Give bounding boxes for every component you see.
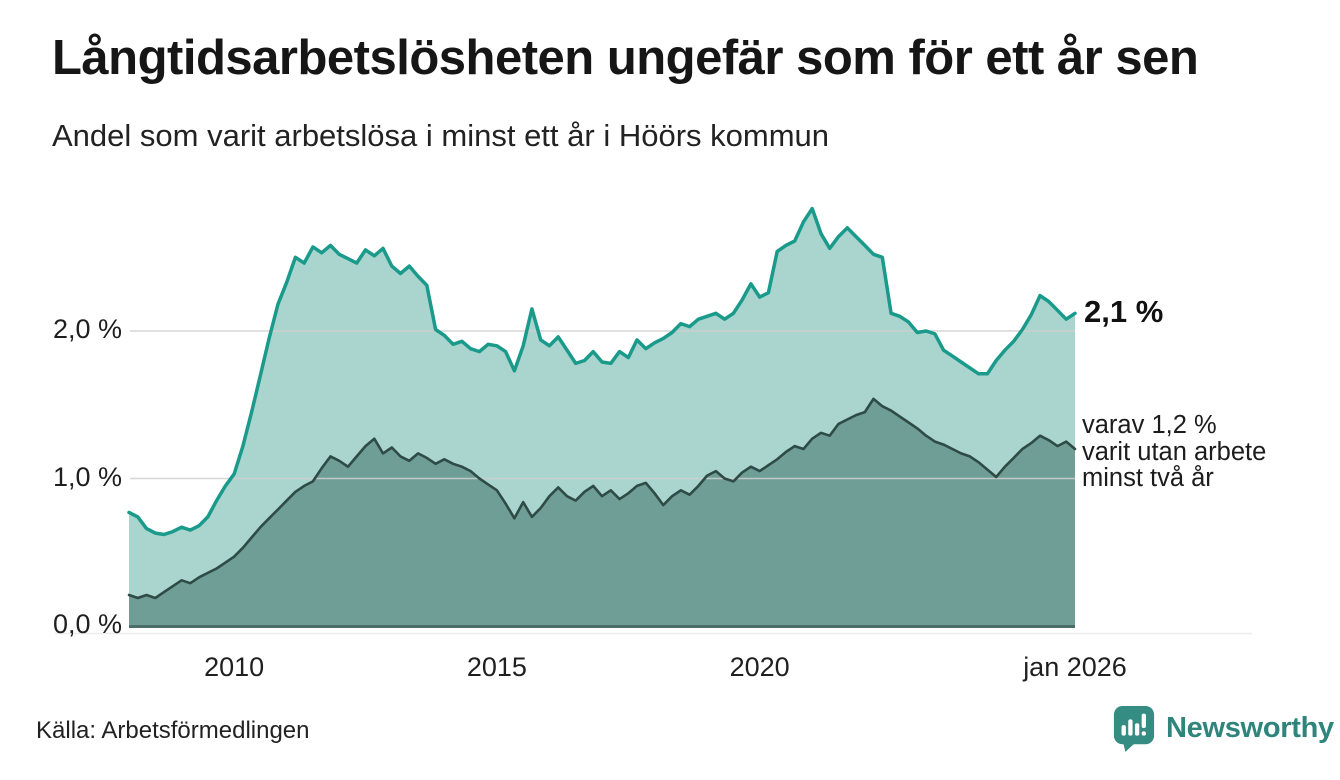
logo-exclamation-dot (1141, 731, 1146, 736)
y-tick-label: 2,0 % (52, 314, 122, 344)
chart-title: Långtidsarbetslösheten ungefär som för e… (52, 31, 1199, 85)
series-line-0 (127, 206, 1077, 537)
series-line-1 (127, 397, 1077, 600)
x-tick-label: 2015 (466, 652, 527, 682)
x-tick-label: jan 2026 (1023, 652, 1127, 682)
logo-bubble-tail (1122, 740, 1138, 752)
x-tick-label: 2020 (729, 652, 790, 682)
logo-bar-3 (1134, 723, 1140, 736)
secondary-series-annotation: varav 1,2 % varit utan arbete minst två … (1082, 411, 1267, 492)
logo-exclamation-bar (1141, 713, 1146, 728)
y-tick-label: 1,0 % (52, 461, 122, 492)
logo-bubble (1113, 706, 1155, 745)
logo-bar-2 (1128, 719, 1133, 736)
latest-value-label: 2,1 % (1084, 294, 1164, 329)
series-area-1 (129, 398, 1075, 626)
x-tick-label: 2010 (204, 652, 265, 682)
brand-name: Newsworthy (1166, 712, 1334, 744)
logo-bar-1 (1121, 725, 1126, 736)
y-tick-label: 0,0 % (52, 609, 122, 639)
chart-subtitle: Andel som varit arbetslösa i minst ett å… (52, 118, 829, 153)
newsworthy-logo: Newsworthy (1112, 704, 1334, 752)
source-note: Källa: Arbetsförmedlingen (36, 717, 310, 744)
bar-chart-speech-bubble-icon (1113, 706, 1155, 752)
